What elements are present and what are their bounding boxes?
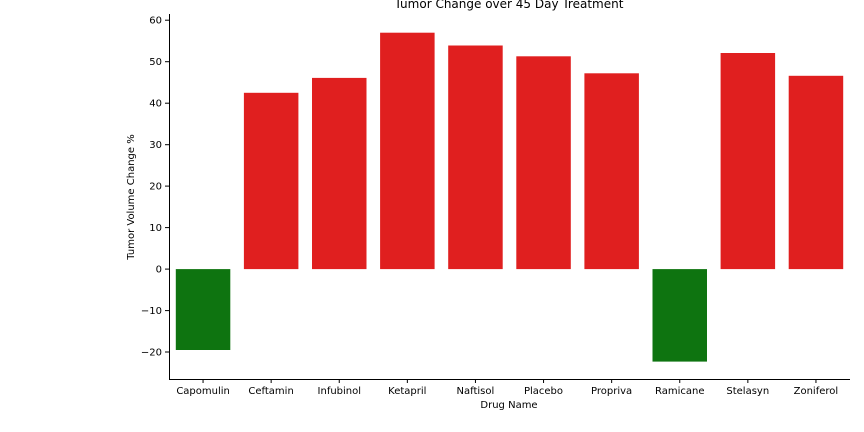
bar-propriva: [584, 73, 639, 270]
x-tick-label: Naftisol: [457, 386, 495, 397]
x-tick-label: Ketapril: [388, 386, 426, 397]
x-tick-label: Ramicane: [655, 386, 705, 397]
y-tick-label: 0: [156, 265, 162, 276]
x-tick-label: Ceftamin: [248, 386, 293, 397]
bar-infubinol: [312, 77, 367, 270]
y-tick-label: 50: [149, 57, 162, 68]
x-tick-label: Propriva: [591, 386, 632, 397]
bar-capomulin: [175, 269, 231, 350]
bars-group: [175, 32, 844, 362]
y-tick-label: 30: [149, 140, 162, 151]
x-axis-label: Drug Name: [480, 400, 537, 411]
y-axis-label: Tumor Volume Change %: [126, 134, 137, 260]
y-tick-label: −10: [141, 306, 162, 317]
bar-placebo: [516, 56, 571, 270]
bar-ramicane: [652, 269, 707, 362]
bar-naftisol: [448, 45, 503, 270]
chart-title: Tumor Change over 45 Day Treatment: [394, 0, 624, 11]
x-tick-label: Placebo: [524, 386, 563, 397]
bar-ketapril: [380, 32, 435, 270]
y-axis-ticks: 60 50 40 30 20 10 0 −10 −20: [141, 16, 169, 359]
y-tick-label: −20: [141, 348, 162, 359]
x-tick-label: Capomulin: [176, 386, 230, 397]
y-tick-label: 20: [149, 182, 162, 193]
bar-stelasyn: [720, 53, 776, 270]
bar-zoniferol: [788, 75, 844, 270]
bar-ceftamin: [243, 92, 299, 270]
x-tick-label: Zoniferol: [794, 386, 839, 397]
x-tick-label: Stelasyn: [726, 386, 769, 397]
x-axis-ticks: Capomulin Ceftamin Infubinol Ketapril Naftis…: [176, 379, 838, 397]
y-tick-label: 10: [149, 223, 162, 234]
x-tick-label: Infubinol: [318, 386, 362, 397]
y-tick-label: 60: [149, 16, 162, 27]
y-tick-label: 40: [149, 99, 162, 110]
